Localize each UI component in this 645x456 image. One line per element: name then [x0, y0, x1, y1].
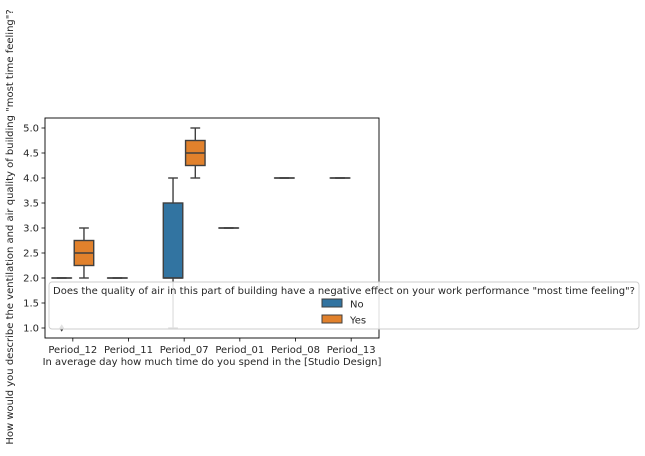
x-tick-label: Period_12 [48, 345, 97, 356]
y-tick-label: 4.5 [23, 149, 39, 160]
y-axis-label: How would you describe the ventilation a… [5, 9, 16, 444]
y-tick-label: 3.5 [23, 199, 39, 210]
y-axis: 1.0 1.5 2.0 2.5 3.0 3.5 4.0 4.5 5.0 [23, 124, 45, 335]
x-tick-label: Period_01 [215, 345, 264, 356]
legend-label-no: No [350, 300, 364, 311]
y-tick-label: 1.0 [23, 324, 39, 335]
box-body [163, 203, 182, 278]
legend-swatch-yes [322, 315, 342, 323]
legend-swatch-no [322, 299, 342, 307]
legend: Does the quality of air in this part of … [49, 282, 639, 329]
x-tick-label: Period_08 [271, 345, 320, 356]
y-tick-label: 1.5 [23, 299, 39, 310]
x-tick-label: Period_07 [160, 345, 209, 356]
y-tick-label: 2.5 [23, 249, 39, 260]
x-axis: Period_12 Period_11 Period_07 Period_01 Peri… [48, 338, 375, 356]
x-tick-label: Period_11 [104, 345, 153, 356]
legend-label-yes: Yes [349, 316, 366, 327]
y-tick-label: 5.0 [23, 124, 39, 135]
legend-title: Does the quality of air in this part of … [53, 286, 635, 297]
y-tick-label: 2.0 [23, 274, 39, 285]
y-tick-label: 4.0 [23, 174, 39, 185]
y-tick-label: 3.0 [23, 224, 39, 235]
x-axis-label: In average day how much time do you spen… [43, 357, 382, 368]
x-tick-label: Period_13 [327, 345, 376, 356]
